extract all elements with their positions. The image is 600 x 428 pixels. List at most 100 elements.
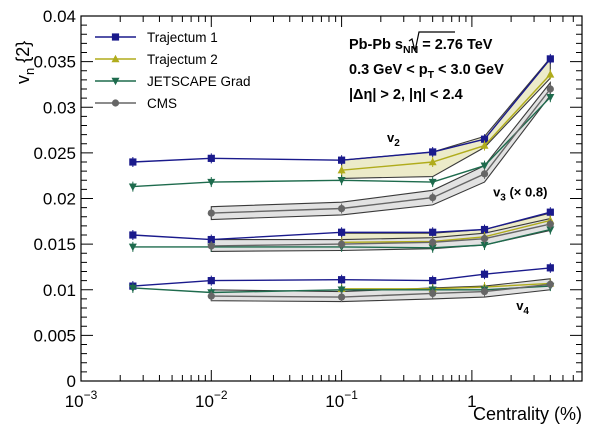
legend-marker-jetscape-grad	[111, 77, 120, 86]
data-point-v2-trajectum-1	[429, 148, 437, 156]
annotations: 0 0.005 0.01 0.015 0.02 0.025 0.03 0.035 0.04 10−…	[13, 7, 582, 424]
data-point-v2-jetscape-grad	[337, 177, 346, 185]
legend-entry-trajectum-1: Trajectum 1	[95, 30, 218, 45]
x-tick-label: 10−3	[65, 388, 98, 411]
y-tick-label: 0.03	[43, 98, 76, 117]
y-tick-label: 0.01	[43, 281, 76, 300]
legend-marker-trajectum-1	[111, 33, 120, 41]
legend-label: CMS	[147, 96, 177, 111]
x-tick-label: 10−2	[195, 388, 228, 411]
data-point-v4-jetscape-grad	[128, 284, 137, 293]
data-point-v3-jetscape-grad	[428, 244, 437, 253]
y-tick-label: 0.02	[43, 190, 76, 209]
data-point-v2-cms	[480, 170, 489, 178]
y-tick-label: 0.025	[33, 144, 76, 163]
data-point-v3-cms	[546, 220, 554, 228]
y-tick-label: 0.04	[43, 7, 76, 26]
y-tick-label: 0.015	[33, 235, 76, 254]
legend-marker-cms	[111, 99, 120, 107]
data-point-v3-trajectum-1	[429, 228, 437, 236]
data-point-v4-trajectum-1	[337, 276, 346, 284]
series-v2-cms	[207, 84, 554, 219]
data-point-v3-trajectum-1	[546, 208, 554, 216]
data-point-v2-trajectum-2	[480, 141, 489, 149]
data-point-v2-cms	[207, 209, 215, 217]
series-line-v2-jetscape-grad	[132, 96, 551, 188]
data-point-v3-jetscape-grad	[546, 226, 555, 234]
data-point-v3-cms	[429, 238, 437, 246]
data-point-v3-cms	[480, 235, 489, 243]
info-line-2: 0.3 GeV < pT < 3.0 GeV	[349, 62, 504, 81]
data-point-v2-cms	[546, 85, 554, 93]
data-point-v4-cms	[337, 293, 346, 301]
legend-entry-trajectum-2: Trajectum 2	[95, 52, 218, 67]
series-v4-cms	[207, 279, 554, 303]
legend-entry-jetscape-grad: JETSCAPE Grad	[95, 74, 251, 89]
data-point-v2-jetscape-grad	[128, 183, 137, 191]
legend-marker-trajectum-2	[111, 54, 120, 63]
data-point-v2-trajectum-1	[546, 55, 554, 63]
data-point-v3-trajectum-1	[480, 225, 489, 234]
data-point-v2-jetscape-grad	[546, 94, 555, 102]
y-tick-label: 0	[67, 372, 76, 391]
info-line-3: |Δη| > 2, |η| < 2.4	[349, 87, 463, 103]
x-axis-title: Centrality (%)	[473, 404, 582, 424]
series-v2-trajectum-1	[129, 53, 554, 167]
data-point-v3-trajectum-1	[129, 231, 137, 239]
data-point-v4-cms	[480, 287, 489, 296]
data-point-v2-trajectum-1	[207, 154, 215, 162]
data-point-v4-trajectum-1	[429, 277, 437, 285]
data-point-v4-trajectum-1	[480, 270, 489, 278]
data-point-v2-trajectum-1	[480, 135, 489, 143]
series-line-v2-trajectum-2	[341, 73, 551, 171]
data-point-v2-jetscape-grad	[480, 162, 489, 170]
data-point-v2-jetscape-grad	[207, 178, 216, 187]
series-line-v3-trajectum-2	[341, 219, 551, 243]
data-point-v3-jetscape-grad	[480, 241, 489, 250]
data-point-v2-cms	[429, 193, 437, 202]
data-point-v4-trajectum-1	[546, 264, 554, 272]
data-point-v2-trajectum-1	[337, 156, 346, 164]
legend: Trajectum 1 Trajectum 2 JETSCAPE Grad CMS	[95, 30, 251, 111]
series-line-v3-trajectum-1	[132, 211, 551, 241]
data-point-v3-cms	[207, 242, 215, 250]
data-point-v2-jetscape-grad	[428, 178, 437, 187]
data-point-v2-cms	[337, 204, 346, 213]
data-point-v4-cms	[546, 280, 554, 288]
y-tick-label: 0.005	[33, 326, 76, 345]
data-point-v3-cms	[337, 240, 346, 248]
sqrt-sign	[408, 31, 455, 52]
data-point-v2-trajectum-1	[129, 158, 137, 166]
series-line-v2-trajectum-1	[132, 58, 551, 163]
data-series	[128, 53, 555, 303]
series-line-v4-trajectum-2	[341, 282, 551, 290]
y-axis-title: vn {2}	[13, 41, 37, 84]
info-line-1: Pb-Pb sNN = 2.76 TeV	[349, 37, 493, 56]
axes-frame	[80, 15, 583, 382]
series-v3-cms	[207, 219, 554, 251]
series-v2-trajectum-2	[337, 69, 555, 176]
data-point-v4-cms	[207, 292, 215, 300]
series-line-v3-jetscape-grad	[132, 228, 551, 249]
harmonic-label-v2: v2	[387, 130, 400, 149]
y-tick-label: 0.035	[33, 53, 76, 72]
data-point-v3-trajectum-1	[207, 235, 215, 244]
data-point-v2-trajectum-2	[428, 157, 437, 166]
harmonic-label-v3: v3 (× 0.8)	[493, 185, 547, 204]
x-tick-label: 10−1	[325, 388, 358, 411]
data-point-v3-trajectum-1	[337, 228, 346, 236]
x-tick-label: 1	[467, 392, 476, 411]
series-line-v4-jetscape-grad	[132, 285, 551, 294]
data-point-v2-trajectum-2	[337, 165, 346, 174]
data-point-v2-trajectum-2	[546, 70, 555, 78]
harmonic-label-v4: v4	[516, 298, 529, 317]
data-point-v4-jetscape-grad	[337, 286, 346, 295]
data-point-v3-jetscape-grad	[128, 243, 137, 252]
series-v2-jetscape-grad	[128, 92, 555, 192]
legend-label: Trajectum 2	[147, 52, 218, 67]
legend-label: Trajectum 1	[147, 30, 218, 45]
legend-entry-cms: CMS	[95, 96, 177, 111]
series-line-v4-trajectum-1	[132, 267, 551, 287]
data-point-v4-cms	[429, 289, 437, 297]
